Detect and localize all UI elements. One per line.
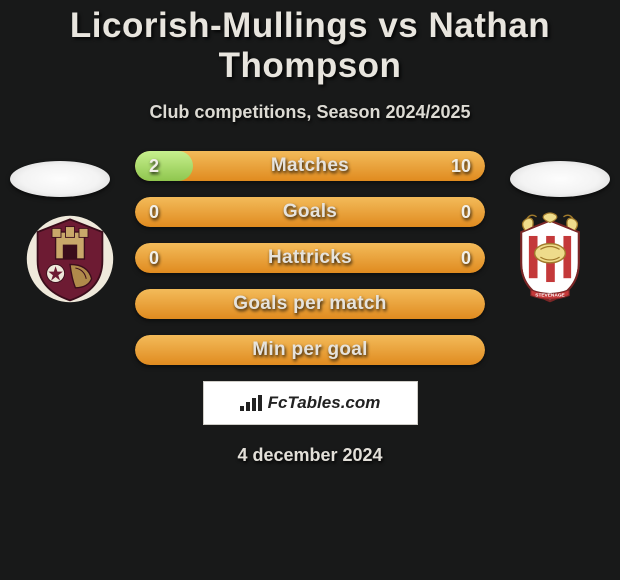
stat-value-right: 0 [447, 243, 485, 273]
stat-row: Goals per match [135, 289, 485, 319]
nationality-flag-right [510, 161, 610, 197]
brand-text: FcTables.com [268, 393, 381, 413]
date-label: 4 december 2024 [0, 445, 620, 466]
stat-label: Goals per match [135, 289, 485, 319]
stat-label: Matches [135, 151, 485, 181]
page-title: Licorish-Mullings vs Nathan Thompson [0, 6, 620, 86]
stat-row: Matches2 10 [135, 151, 485, 181]
crest-left-svg [25, 214, 115, 304]
stat-value-left: 0 [135, 243, 173, 273]
stat-row: Goals0 0 [135, 197, 485, 227]
subtitle: Club competitions, Season 2024/2025 [0, 102, 620, 123]
stat-value-right: 0 [447, 197, 485, 227]
club-crest-left [20, 209, 120, 309]
crest-right-svg: STEVENAGE [502, 211, 598, 307]
comparison-card: Licorish-Mullings vs Nathan Thompson Clu… [0, 0, 620, 466]
club-crest-right: STEVENAGE [500, 209, 600, 309]
stat-row: Hattricks0 0 [135, 243, 485, 273]
bar-chart-icon [240, 395, 262, 411]
stat-value-left: 2 [135, 151, 173, 181]
stat-row: Min per goal [135, 335, 485, 365]
stat-label: Goals [135, 197, 485, 227]
stat-value-left: 0 [135, 197, 173, 227]
stat-value-right: 10 [437, 151, 485, 181]
content-area: STEVENAGE Matches210Goals00Hattricks00Go… [0, 151, 620, 466]
nationality-flag-left [10, 161, 110, 197]
stat-label: Hattricks [135, 243, 485, 273]
stat-label: Min per goal [135, 335, 485, 365]
stats-list: Matches210Goals00Hattricks00Goals per ma… [135, 151, 485, 365]
brand-box[interactable]: FcTables.com [203, 381, 418, 425]
svg-text:STEVENAGE: STEVENAGE [535, 292, 565, 298]
